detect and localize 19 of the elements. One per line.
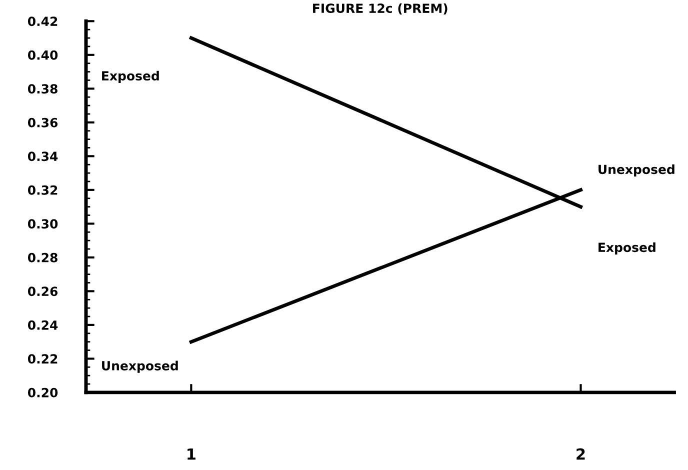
chart-title: FIGURE 12c (PREM): [313, 3, 448, 14]
y-tick-label: 0.24: [28, 320, 58, 330]
y-tick-label: 0.40: [28, 50, 58, 60]
x-tick-label: 2: [576, 448, 585, 460]
x-tick-label: 1: [188, 448, 196, 460]
text: Unexposed: [102, 360, 178, 373]
text: Exposed: [598, 242, 656, 255]
y-tick-label: 0.28: [28, 252, 58, 262]
y-tick-label: 0.22: [28, 354, 58, 364]
y-tick-label: 0.32: [28, 185, 58, 195]
y-tick-label: 0.38: [28, 84, 58, 94]
y-tick-label: 0.34: [28, 152, 58, 162]
text: Exposed: [102, 70, 159, 83]
y-tick-label: 0.42: [28, 16, 58, 26]
series-label: Unexposed: [598, 164, 674, 177]
y-tick-label: 0.36: [28, 118, 58, 128]
y-tick-label: 0.30: [28, 219, 58, 229]
y-tick-label: 0.26: [28, 286, 58, 296]
y-tick-label: 0.20: [28, 388, 58, 398]
